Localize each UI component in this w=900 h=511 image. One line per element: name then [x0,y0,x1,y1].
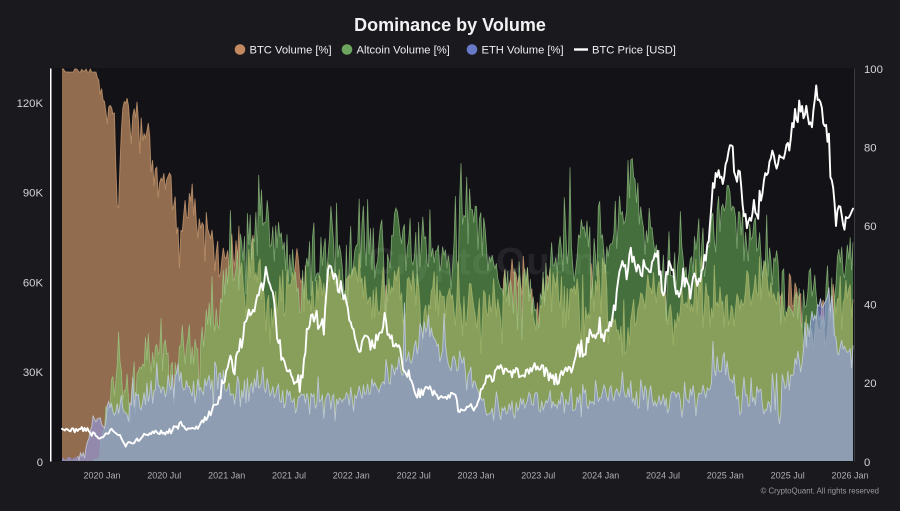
svg-text:2024 Jul: 2024 Jul [646,471,680,481]
svg-text:100: 100 [864,64,883,76]
svg-text:Dominance by Volume: Dominance by Volume [354,15,546,35]
svg-text:60: 60 [864,221,877,233]
svg-text:2022 Jan: 2022 Jan [333,471,370,481]
svg-text:BTC Volume [%]: BTC Volume [%] [250,44,332,56]
svg-text:0: 0 [864,457,870,469]
svg-text:90K: 90K [23,188,44,200]
svg-text:2020 Jul: 2020 Jul [147,471,181,481]
svg-text:2023 Jul: 2023 Jul [521,471,555,481]
svg-text:ETH Volume [%]: ETH Volume [%] [482,44,564,56]
svg-text:2024 Jan: 2024 Jan [582,471,619,481]
svg-text:2021 Jul: 2021 Jul [272,471,306,481]
svg-text:2026 Jan: 2026 Jan [831,471,868,481]
svg-text:2022 Jul: 2022 Jul [397,471,431,481]
svg-text:2020 Jan: 2020 Jan [83,471,120,481]
svg-text:80: 80 [864,142,877,154]
svg-text:40: 40 [864,300,877,312]
svg-text:2025 Jul: 2025 Jul [771,471,805,481]
svg-text:30K: 30K [23,367,44,379]
svg-text:2021 Jan: 2021 Jan [208,471,245,481]
svg-text:2023 Jan: 2023 Jan [457,471,494,481]
svg-text:© CryptoQuant. All rights rese: © CryptoQuant. All rights reserved [761,486,879,495]
svg-text:2025 Jan: 2025 Jan [707,471,744,481]
svg-text:20: 20 [864,378,877,390]
svg-text:0: 0 [37,457,43,469]
svg-text:120K: 120K [17,98,44,110]
svg-text:60K: 60K [23,277,44,289]
svg-text:Altcoin Volume [%]: Altcoin Volume [%] [357,44,450,56]
svg-text:BTC Price [USD]: BTC Price [USD] [592,44,676,56]
